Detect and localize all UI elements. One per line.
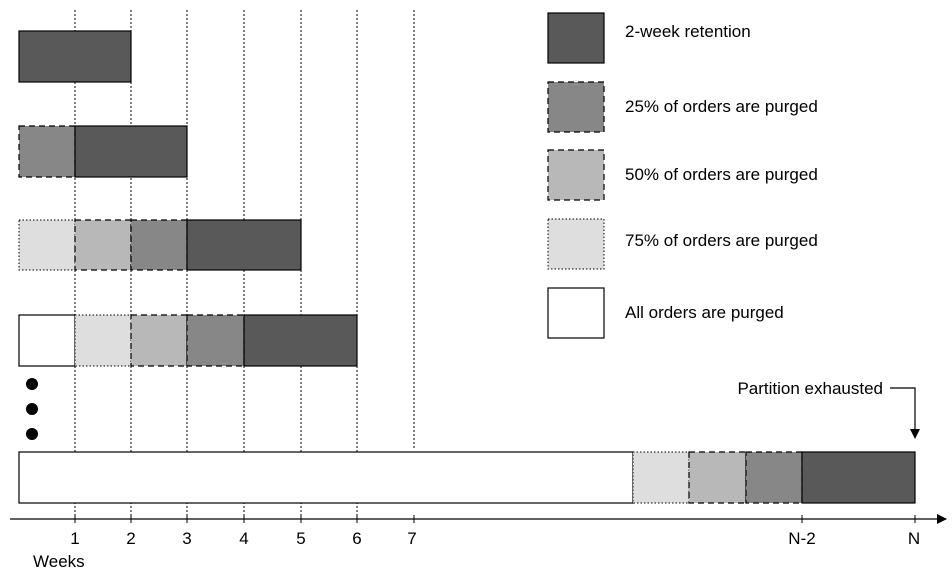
partition-exhausted-label: Partition exhausted [737, 379, 883, 398]
legend-item-purged-all: All orders are purged [547, 287, 784, 339]
legend-swatch [547, 149, 605, 201]
segment-purged-75 [74, 314, 132, 367]
legend: 2-week retention 25% of orders are purge… [547, 12, 818, 339]
segment-purged-all [18, 451, 634, 504]
legend-item-retention: 2-week retention [547, 12, 751, 64]
legend-label: 75% of orders are purged [625, 231, 818, 250]
legend-item-purged-25: 25% of orders are purged [547, 81, 818, 133]
tick-label: 3 [182, 529, 191, 548]
segment-purged-25 [186, 314, 245, 367]
timeline-row-2 [18, 125, 188, 178]
segment-retention [801, 451, 916, 504]
timeline-row-4 [18, 314, 358, 367]
partition-exhausted-annotation: Partition exhausted [737, 379, 920, 439]
legend-label: All orders are purged [625, 303, 784, 322]
segment-purged-25 [18, 125, 76, 178]
timeline-row-3 [18, 219, 302, 271]
tick-label: N-2 [788, 529, 815, 548]
timeline-row-1 [18, 30, 132, 83]
time-axis: 1 2 3 4 5 6 7 N-2 N Weeks [10, 514, 947, 571]
legend-swatch [547, 12, 605, 64]
legend-label: 2-week retention [625, 22, 751, 41]
tick-label: 7 [407, 529, 416, 548]
segment-purged-50 [130, 314, 188, 367]
segment-purged-50 [688, 451, 747, 504]
legend-swatch [547, 287, 605, 339]
axis-unit-label: Weeks [33, 552, 85, 571]
timeline-row-n [18, 451, 916, 504]
ellipsis-dots [26, 378, 38, 440]
legend-item-purged-50: 50% of orders are purged [547, 149, 818, 201]
segment-retention [243, 314, 358, 367]
legend-item-purged-75: 75% of orders are purged [547, 218, 818, 270]
legend-swatch [547, 81, 605, 133]
segment-purged-25 [745, 451, 803, 504]
tick-label: N [908, 529, 920, 548]
legend-label: 50% of orders are purged [625, 165, 818, 184]
segment-purged-50 [74, 219, 132, 271]
tick-label: 6 [352, 529, 361, 548]
segment-purged-all [18, 314, 76, 367]
segment-purged-75 [18, 219, 76, 271]
tick-label: 1 [70, 529, 79, 548]
tick-label: 2 [126, 529, 135, 548]
segment-purged-75 [632, 451, 690, 504]
segment-retention [74, 125, 188, 178]
segment-retention [18, 30, 132, 83]
segment-retention [186, 219, 302, 271]
tick-label: 4 [239, 529, 248, 548]
segment-purged-25 [130, 219, 188, 271]
legend-swatch [547, 218, 605, 270]
legend-label: 25% of orders are purged [625, 97, 818, 116]
tick-label: 5 [296, 529, 305, 548]
